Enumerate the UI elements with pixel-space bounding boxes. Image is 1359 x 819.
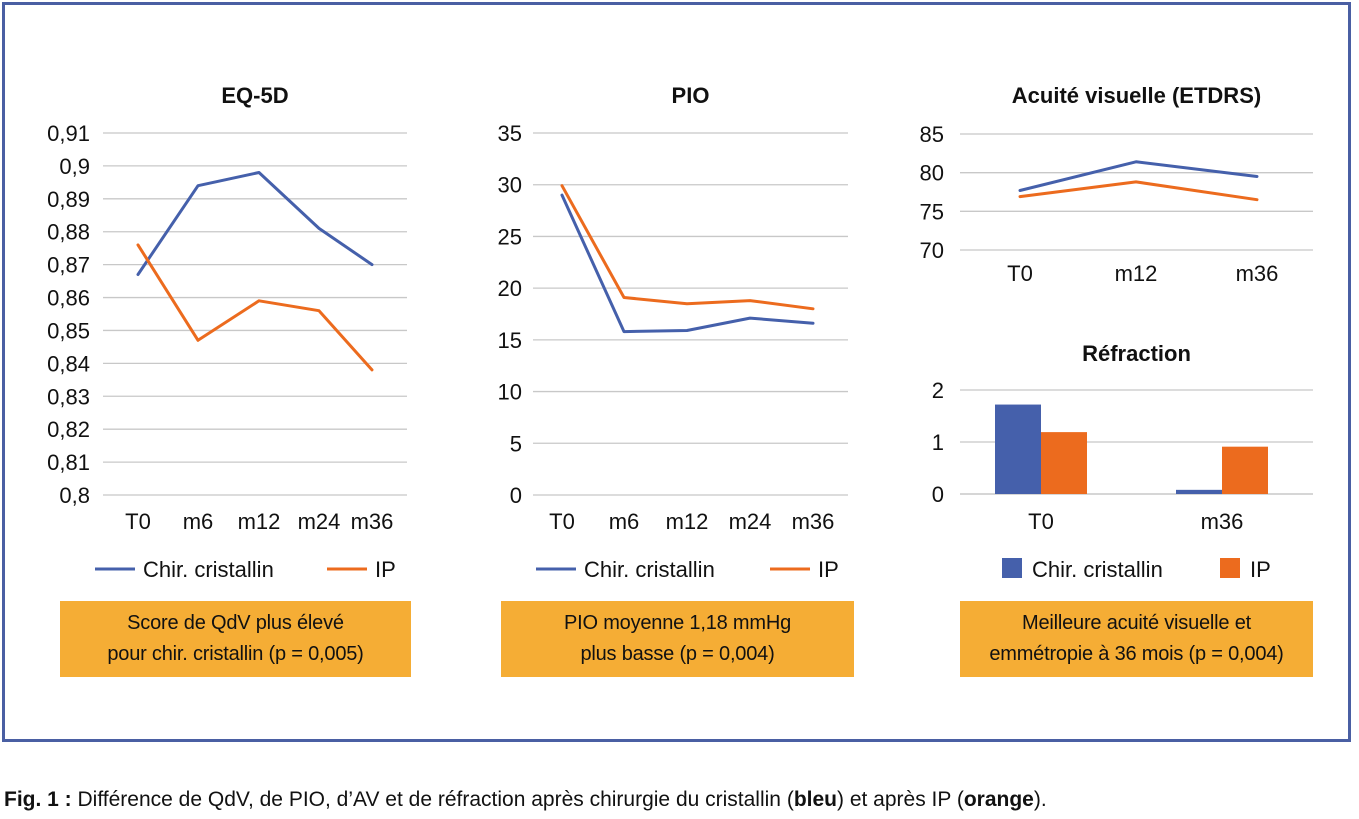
eq5d-series-chir-cristallin-line (136, 171, 374, 276)
pio-ytick-label: 15 (498, 328, 522, 353)
pio-ytick-label: 10 (498, 380, 522, 405)
callout-acuity: Meilleure acuité visuelle et emmétropie … (960, 601, 1313, 677)
eq5d-ytick-label: 0,83 (47, 384, 90, 409)
refraction-ytick-label: 2 (932, 378, 944, 403)
pio-xtick-label: T0 (549, 509, 575, 534)
eq5d-xtick-label: m36 (351, 509, 394, 534)
pio-xtick-label: m12 (666, 509, 709, 534)
pio-ytick-label: 35 (498, 121, 522, 146)
eq5d-title: EQ-5D (221, 83, 288, 108)
callout-acuity-line-2: emmétropie à 36 mois (p = 0,004) (989, 643, 1284, 665)
eq5d-ytick-label: 0,88 (47, 220, 90, 245)
eq5d-series-ip-line (136, 243, 374, 372)
pio-xtick-label: m36 (792, 509, 835, 534)
acuity-title: Acuité visuelle (ETDRS) (1012, 83, 1261, 108)
callout-eq5d-line-2: pour chir. cristallin (p = 0,005) (107, 643, 364, 665)
caption-bold-2: orange (963, 788, 1034, 811)
refraction-ytick-label: 1 (932, 430, 944, 455)
pio-series-ip-line (560, 184, 815, 311)
caption-bold-1: bleu (793, 788, 837, 811)
acuity-xtick-label: T0 (1007, 261, 1033, 286)
caption-label: Fig. 1 : (4, 788, 72, 811)
pio-ytick-label: 30 (498, 173, 522, 198)
refraction-xtick-label: T0 (1028, 509, 1054, 534)
eq5d-ytick-label: 0,8 (59, 483, 90, 508)
refraction-legend-label-ip: IP (1250, 557, 1271, 582)
acuity-xtick-label: m36 (1236, 261, 1279, 286)
eq5d-ytick-label: 0,9 (59, 154, 90, 179)
acuity-ytick-label: 80 (920, 161, 944, 186)
callout-acuity-line-1: Meilleure acuité visuelle et (1022, 612, 1251, 634)
pio-ytick-label: 25 (498, 224, 522, 249)
eq5d-legend-label-chir-cristallin: Chir. cristallin (143, 557, 274, 582)
pio-ytick-label: 0 (510, 483, 522, 508)
eq5d-xtick-label: T0 (125, 509, 151, 534)
acuity-ytick-label: 75 (920, 199, 944, 224)
refraction-legend-label-chir-cristallin: Chir. cristallin (1032, 557, 1163, 582)
acuity-series-chir-cristallin-line (1018, 160, 1259, 192)
eq5d-ytick-label: 0,91 (47, 121, 90, 146)
pio-legend-label-chir-cristallin: Chir. cristallin (584, 557, 715, 582)
callout-eq5d: Score de QdV plus élevé pour chir. crist… (60, 601, 411, 677)
pio-ytick-label: 20 (498, 276, 522, 301)
refraction-bar-chir-cristallin-m36 (1176, 489, 1222, 494)
acuity-ytick-label: 85 (920, 122, 944, 147)
callout-pio: PIO moyenne 1,18 mmHg plus basse (p = 0,… (501, 601, 854, 677)
eq5d-xtick-label: m12 (238, 509, 281, 534)
acuity-ytick-label: 70 (920, 238, 944, 263)
pio-title: PIO (672, 83, 710, 108)
pio-legend-label-ip: IP (818, 557, 839, 582)
refraction-bar-ip-m36 (1222, 446, 1268, 494)
refraction-legend-swatch-ip (1220, 558, 1240, 578)
acuity-series-ip-line (1018, 180, 1259, 202)
caption-text-1: Différence de QdV, de PIO, d’AV et de ré… (71, 788, 794, 811)
refraction-title: Réfraction (1082, 341, 1191, 366)
eq5d-ytick-label: 0,82 (47, 417, 90, 442)
eq5d-ytick-label: 0,87 (47, 253, 90, 278)
callout-pio-line-2: plus basse (p = 0,004) (580, 643, 775, 665)
acuity-xtick-label: m12 (1115, 261, 1158, 286)
eq5d-ytick-label: 0,84 (47, 351, 90, 376)
eq5d-ytick-label: 0,89 (47, 187, 90, 212)
pio-series-chir-cristallin-line (560, 193, 815, 334)
pio-xtick-label: m6 (609, 509, 640, 534)
eq5d-xtick-label: m6 (183, 509, 214, 534)
refraction-xtick-label: m36 (1201, 509, 1244, 534)
caption-text-3: ). (1033, 788, 1047, 811)
refraction-bar-ip-t0 (1041, 432, 1087, 494)
eq5d-ytick-label: 0,81 (47, 450, 90, 475)
figure-frame (2, 2, 1351, 742)
refraction-bar-chir-cristallin-t0 (995, 404, 1041, 494)
caption-text-2: ) et après IP ( (837, 788, 964, 811)
pio-xtick-label: m24 (729, 509, 772, 534)
pio-ytick-label: 5 (510, 431, 522, 456)
eq5d-xtick-label: m24 (298, 509, 341, 534)
callout-eq5d-line-1: Score de QdV plus élevé (127, 612, 344, 634)
refraction-legend-swatch-chir-cristallin (1002, 558, 1022, 578)
eq5d-ytick-label: 0,86 (47, 286, 90, 311)
eq5d-legend-label-ip: IP (375, 557, 396, 582)
callout-pio-line-1: PIO moyenne 1,18 mmHg (563, 612, 791, 634)
refraction-ytick-label: 0 (932, 482, 944, 507)
eq5d-ytick-label: 0,85 (47, 318, 90, 343)
figure-caption: Fig. 1 : Différence de QdV, de PIO, d’AV… (4, 788, 1047, 812)
